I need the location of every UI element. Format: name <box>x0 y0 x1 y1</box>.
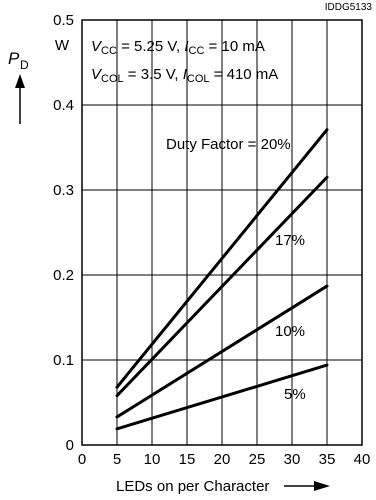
x-tick-label: 10 <box>144 451 161 468</box>
y-axis-subscript: D <box>20 58 29 72</box>
y-tick-label: 0.1 <box>53 352 74 369</box>
series-label-17: 17% <box>275 232 305 249</box>
x-tick-label: 30 <box>284 451 301 468</box>
tick-labels: 0 5 10 15 20 25 30 35 40 0 0.1 0.2 0.3 0.4 0.5 <box>53 12 370 468</box>
condition-line-1: VCC = 5.25 V, ICC = 10 mA <box>91 38 265 57</box>
x-axis-label: LEDs on per Character <box>116 478 269 495</box>
x-tick-label: 15 <box>179 451 196 468</box>
series-label-10: 10% <box>275 323 305 340</box>
x-tick-label: 0 <box>78 451 86 468</box>
series-line-1 <box>115 128 329 389</box>
series-line-3 <box>115 284 329 419</box>
series-label-20: Duty Factor = 20% <box>166 136 291 153</box>
y-tick-label: 0.4 <box>53 97 74 114</box>
y-tick-label: 0.5 <box>53 12 74 29</box>
y-tick-label: 0.3 <box>53 182 74 199</box>
y-axis-arrow <box>15 74 25 124</box>
y-tick-label: 0.2 <box>53 267 74 284</box>
x-tick-label: 25 <box>249 451 266 468</box>
grid <box>82 20 362 445</box>
series-lines <box>115 128 329 431</box>
y-axis-symbol: P <box>8 49 20 68</box>
x-axis-arrow <box>284 481 330 491</box>
series-line-4 <box>115 363 329 431</box>
x-tick-label: 20 <box>214 451 231 468</box>
series-label-5: 5% <box>284 386 306 403</box>
figure-id: IDDG5133 <box>325 2 373 13</box>
x-tick-label: 5 <box>113 451 121 468</box>
x-tick-label: 35 <box>319 451 336 468</box>
y-tick-label: 0 <box>66 437 74 454</box>
series-line-2 <box>115 175 329 398</box>
condition-line-2: VCOL = 3.5 V, ICOL = 410 mA <box>91 66 278 85</box>
y-axis-unit: W <box>55 37 70 54</box>
x-tick-label: 40 <box>354 451 371 468</box>
plot-frame <box>81 19 363 446</box>
